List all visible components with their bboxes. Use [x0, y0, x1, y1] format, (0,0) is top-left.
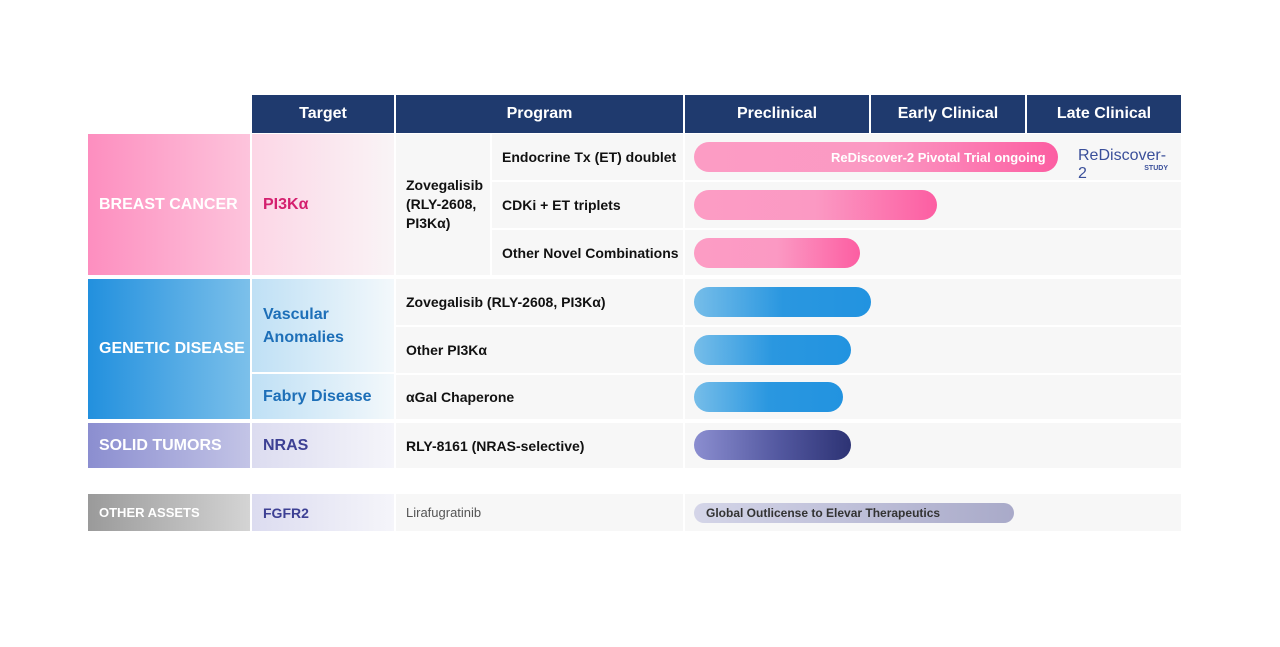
target-fabry-disease: Fabry Disease [252, 374, 394, 419]
progress-bar-agal-chaperone [694, 382, 844, 412]
progress-bar-lirafugratinib: Global Outlicense to Elevar Therapeutics [694, 503, 1015, 523]
progress-bar-other-pi3ka [694, 335, 851, 365]
bar-label: ReDiscover-2 Pivotal Trial ongoing [831, 149, 1046, 165]
target-pi3ka: PI3Kα [252, 134, 394, 275]
divider [683, 423, 685, 468]
header-late-clinical: Late Clinical [1027, 95, 1181, 133]
progress-bar-novel-combos [694, 238, 860, 268]
rediscover-2-logo: ReDiscover-2 STUDY [1078, 147, 1168, 182]
indication-cdki-triplets: CDKi + ET triplets [492, 182, 683, 228]
category-solid-tumors: SOLID TUMORS [88, 423, 250, 468]
divider [683, 494, 685, 531]
indication-novel-combos: Other Novel Combinations [492, 230, 683, 275]
indication-et-doublet: Endocrine Tx (ET) doublet [492, 134, 683, 180]
category-breast-cancer: BREAST CANCER [88, 134, 250, 275]
target-nras: NRAS [252, 423, 394, 468]
progress-bar-rly-8161 [694, 430, 851, 460]
category-genetic-disease: GENETIC DISEASE [88, 279, 250, 419]
program-zovegalisib-va: Zovegalisib (RLY-2608, PI3Kα) [396, 279, 1181, 325]
progress-bar-cdki-triplets [694, 190, 938, 220]
header-preclinical: Preclinical [685, 95, 869, 133]
target-vascular-anomalies: Vascular Anomalies [252, 279, 394, 372]
target-fgfr2: FGFR2 [252, 494, 394, 531]
header-program: Program [396, 95, 683, 133]
divider [683, 279, 685, 419]
header-early-clinical: Early Clinical [871, 95, 1025, 133]
progress-bar-et-doublet: ReDiscover-2 Pivotal Trial ongoing [694, 142, 1058, 172]
progress-bar-zovegalisib-va [694, 287, 871, 317]
category-other-assets: OTHER ASSETS [88, 494, 250, 531]
program-zovegalisib: Zovegalisib (RLY-2608, PI3Kα) [396, 134, 490, 275]
header-target: Target [252, 95, 394, 133]
